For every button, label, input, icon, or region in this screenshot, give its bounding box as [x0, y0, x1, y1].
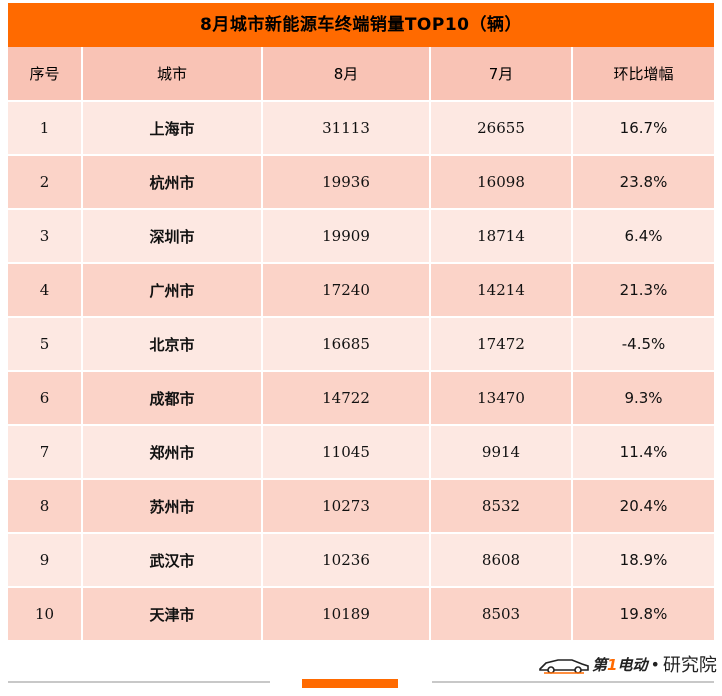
column-header-growth: 环比增幅 [572, 47, 714, 102]
july-sales-cell: 13470 [430, 371, 573, 426]
city-cell: 广州市 [82, 263, 263, 318]
august-sales-cell: 11045 [262, 425, 431, 480]
city-cell: 北京市 [82, 317, 263, 372]
rank-cell: 8 [8, 479, 83, 534]
footer-divider-left [8, 681, 270, 683]
table-row: 2 杭州市 19936 16098 23.8% [8, 155, 714, 210]
growth-cell: 9.3% [572, 371, 714, 426]
august-sales-cell: 10236 [262, 533, 431, 588]
july-sales-cell: 14214 [430, 263, 573, 318]
rank-cell: 5 [8, 317, 83, 372]
city-cell: 武汉市 [82, 533, 263, 588]
column-header-rank: 序号 [8, 47, 83, 102]
table-row: 8 苏州市 10273 8532 20.4% [8, 479, 714, 534]
july-sales-cell: 8503 [430, 587, 573, 642]
brand-suffix: 电动 [617, 655, 648, 674]
july-sales-cell: 8532 [430, 479, 573, 534]
july-sales-cell: 8608 [430, 533, 573, 588]
august-sales-cell: 10273 [262, 479, 431, 534]
rank-cell: 3 [8, 209, 83, 264]
table-row: 5 北京市 16685 17472 -4.5% [8, 317, 714, 372]
footer-accent-bar [302, 679, 398, 688]
growth-cell: 16.7% [572, 101, 714, 156]
august-sales-cell: 31113 [262, 101, 431, 156]
city-cell: 郑州市 [82, 425, 263, 480]
brand-accent: 1 [607, 655, 618, 674]
growth-cell: 18.9% [572, 533, 714, 588]
august-sales-cell: 10189 [262, 587, 431, 642]
growth-cell: 19.8% [572, 587, 714, 642]
table-row: 4 广州市 17240 14214 21.3% [8, 263, 714, 318]
brand-logo: 第1电动 • 研究院 [538, 649, 718, 679]
footer-divider-right [432, 681, 714, 683]
city-cell: 天津市 [82, 587, 263, 642]
table-title: 8月城市新能源车终端销量TOP10（辆） [8, 3, 714, 47]
table-row: 9 武汉市 10236 8608 18.9% [8, 533, 714, 588]
july-sales-cell: 17472 [430, 317, 573, 372]
city-cell: 成都市 [82, 371, 263, 426]
table-row: 6 成都市 14722 13470 9.3% [8, 371, 714, 426]
column-header-july: 7月 [430, 47, 573, 102]
brand-prefix: 第 [592, 655, 608, 674]
table-row: 10 天津市 10189 8503 19.8% [8, 587, 714, 642]
august-sales-cell: 19909 [262, 209, 431, 264]
rank-cell: 2 [8, 155, 83, 210]
logo-separator: • [650, 654, 660, 674]
rank-cell: 1 [8, 101, 83, 156]
august-sales-cell: 14722 [262, 371, 431, 426]
growth-cell: 11.4% [572, 425, 714, 480]
column-header-city: 城市 [82, 47, 263, 102]
sales-table: 序号 城市 8月 7月 环比增幅 1 上海市 31113 26655 16.7%… [8, 47, 714, 642]
city-cell: 深圳市 [82, 209, 263, 264]
table-row: 1 上海市 31113 26655 16.7% [8, 101, 714, 156]
rank-cell: 7 [8, 425, 83, 480]
city-cell: 上海市 [82, 101, 263, 156]
july-sales-cell: 26655 [430, 101, 573, 156]
july-sales-cell: 16098 [430, 155, 573, 210]
august-sales-cell: 19936 [262, 155, 431, 210]
growth-cell: -4.5% [572, 317, 714, 372]
table-header-row: 序号 城市 8月 7月 环比增幅 [8, 47, 714, 102]
brand-name: 第1电动 [592, 654, 647, 675]
column-header-august: 8月 [262, 47, 431, 102]
august-sales-cell: 17240 [262, 263, 431, 318]
july-sales-cell: 9914 [430, 425, 573, 480]
rank-cell: 10 [8, 587, 83, 642]
table-row: 7 郑州市 11045 9914 11.4% [8, 425, 714, 480]
growth-cell: 23.8% [572, 155, 714, 210]
city-cell: 苏州市 [82, 479, 263, 534]
rank-cell: 4 [8, 263, 83, 318]
brand-institute: 研究院 [662, 655, 717, 676]
city-cell: 杭州市 [82, 155, 263, 210]
growth-cell: 6.4% [572, 209, 714, 264]
table-row: 3 深圳市 19909 18714 6.4% [8, 209, 714, 264]
july-sales-cell: 18714 [430, 209, 573, 264]
rank-cell: 6 [8, 371, 83, 426]
growth-cell: 21.3% [572, 263, 714, 318]
car-icon [539, 659, 589, 674]
rank-cell: 9 [8, 533, 83, 588]
growth-cell: 20.4% [572, 479, 714, 534]
august-sales-cell: 16685 [262, 317, 431, 372]
